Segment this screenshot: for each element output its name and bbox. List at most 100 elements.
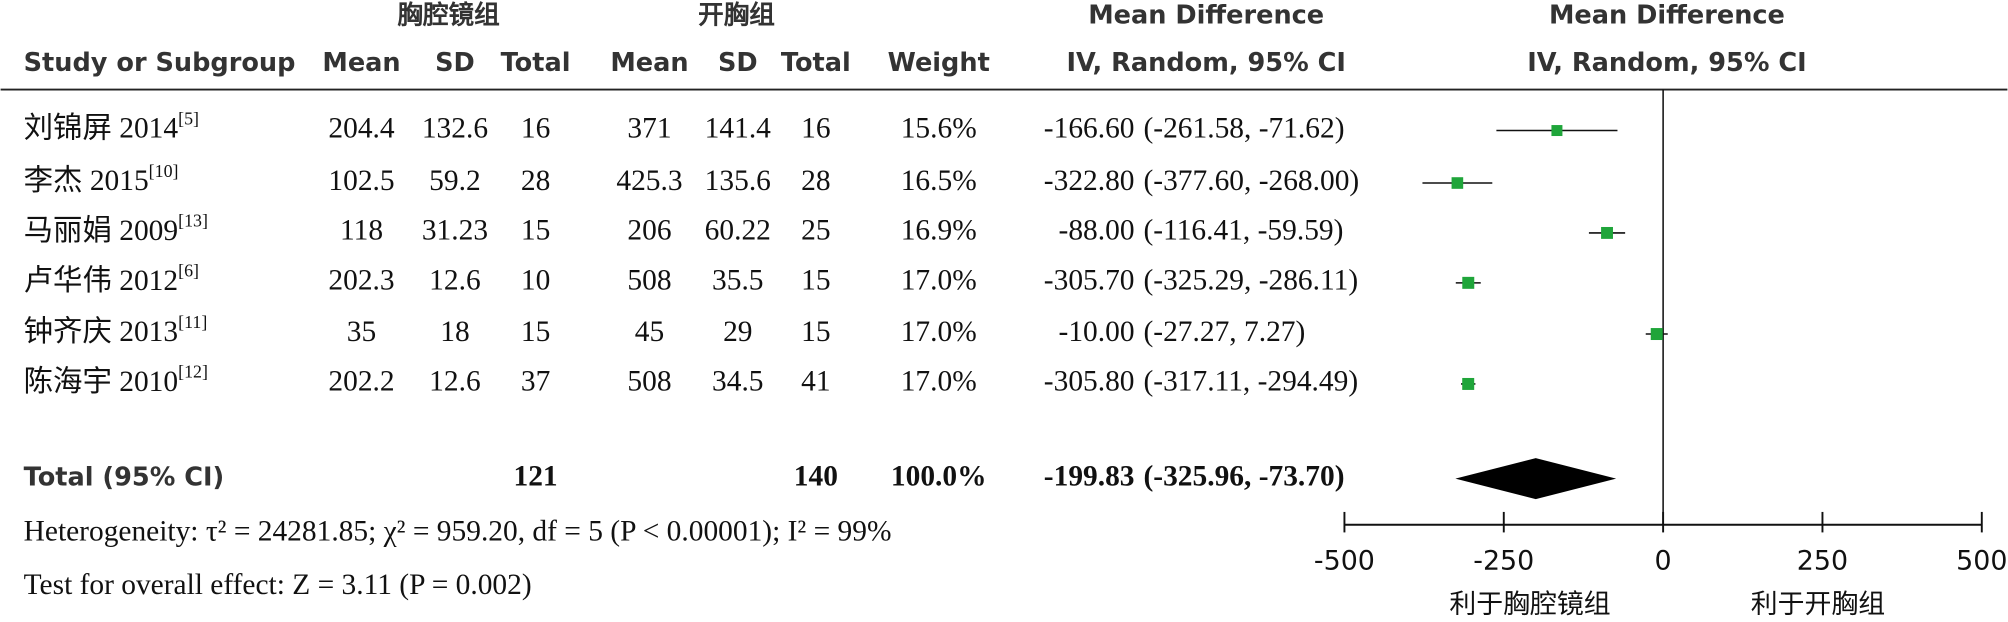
cell: 16 <box>521 112 550 144</box>
x-tick-label: 250 <box>1797 545 1848 576</box>
total-cell: 100.0% <box>891 460 987 492</box>
cell: 35.5 <box>712 265 764 297</box>
ci-label: (-317.11, -294.49) <box>1144 366 1359 398</box>
cell: 16.5% <box>901 165 977 197</box>
cell: 132.6 <box>422 112 488 144</box>
heterogeneity: Heterogeneity: τ² = 24281.85; χ² = 959.2… <box>24 515 892 547</box>
cell: 118 <box>340 215 383 247</box>
study-name: 卢华伟 2012 <box>24 264 178 297</box>
cell: 202.2 <box>328 366 394 398</box>
column-header: Mean <box>322 48 400 78</box>
effect-square <box>1451 177 1464 189</box>
cell: 508 <box>627 265 671 297</box>
column-header: Study or Subgroup <box>24 48 296 78</box>
effect-square <box>1551 125 1563 137</box>
cell: 202.3 <box>328 265 394 297</box>
total-ci-label: (-325.96, -73.70) <box>1144 460 1345 492</box>
group-header: Mean Difference <box>1088 1 1324 31</box>
cell: 17.0% <box>901 316 977 348</box>
study-label: 钟齐庆 2013[11] <box>24 312 208 348</box>
cell: 15 <box>521 316 550 348</box>
cell: 16.9% <box>901 215 977 247</box>
x-axis-label: 利于胸腔镜组 <box>1449 589 1610 620</box>
cell: 60.22 <box>705 215 771 247</box>
md-label: -322.80 <box>1044 165 1135 197</box>
md-label: -305.70 <box>1044 265 1135 297</box>
study-ref: [5] <box>178 108 199 128</box>
total-md-label: -199.83 <box>1044 460 1135 492</box>
overall-effect: Test for overall effect: Z = 3.11 (P = 0… <box>24 569 532 601</box>
cell: 28 <box>521 165 550 197</box>
column-header: IV, Random, 95% CI <box>1067 48 1346 78</box>
cell: 35 <box>347 316 376 348</box>
x-tick-label: -250 <box>1473 545 1534 576</box>
study-label: 卢华伟 2012[6] <box>24 261 199 297</box>
cell: 135.6 <box>705 165 771 197</box>
x-tick-label: 500 <box>1956 545 2007 576</box>
cell: 25 <box>801 215 830 247</box>
cell: 15.6% <box>901 112 977 144</box>
study-name: 李杰 2015 <box>24 164 149 197</box>
study-name: 陈海宇 2010 <box>24 365 178 398</box>
total-cell: 140 <box>794 460 838 492</box>
ci-label: (-261.58, -71.62) <box>1144 112 1345 144</box>
group-header: 开胸组 <box>698 0 775 31</box>
cell: 12.6 <box>429 265 481 297</box>
cell: 59.2 <box>429 165 481 197</box>
cell: 45 <box>635 316 664 348</box>
study-name: 刘锦屏 2014 <box>24 111 179 144</box>
cell: 15 <box>521 215 550 247</box>
study-ref: [6] <box>178 261 199 281</box>
cell: 31.23 <box>422 215 488 247</box>
cell: 508 <box>627 366 671 398</box>
cell: 18 <box>440 316 469 348</box>
study-label: 陈海宇 2010[12] <box>24 362 208 398</box>
cell: 425.3 <box>616 165 682 197</box>
study-ref: [11] <box>178 312 207 332</box>
column-header: SD <box>435 48 475 78</box>
total-cell: 121 <box>514 460 558 492</box>
x-tick-label: -500 <box>1314 545 1375 576</box>
x-tick-label: 0 <box>1655 545 1672 576</box>
cell: 15 <box>801 265 830 297</box>
cell: 37 <box>521 366 550 398</box>
study-name: 马丽娟 2009 <box>24 214 178 247</box>
effect-square <box>1462 377 1475 390</box>
cell: 29 <box>723 316 752 348</box>
md-label: -10.00 <box>1059 316 1135 348</box>
cell: 15 <box>801 316 830 348</box>
cell: 17.0% <box>901 366 977 398</box>
cell: 17.0% <box>901 265 977 297</box>
column-header: Total <box>781 48 851 78</box>
cell: 141.4 <box>705 112 771 144</box>
ci-label: (-377.60, -268.00) <box>1144 165 1360 197</box>
total-diamond <box>1455 458 1617 500</box>
cell: 102.5 <box>328 165 394 197</box>
cell: 10 <box>521 265 550 297</box>
md-label: -166.60 <box>1044 112 1135 144</box>
column-header: Total <box>501 48 571 78</box>
ci-label: (-27.27, 7.27) <box>1144 316 1306 348</box>
cell: 206 <box>627 215 671 247</box>
study-name: 钟齐庆 2013 <box>24 315 178 348</box>
column-header: SD <box>718 48 758 78</box>
column-header: Mean <box>610 48 688 78</box>
study-label: 马丽娟 2009[13] <box>24 211 208 247</box>
study-ref: [10] <box>149 161 179 181</box>
effect-square <box>1462 276 1475 289</box>
study-label: 李杰 2015[10] <box>24 161 179 197</box>
cell: 371 <box>627 112 671 144</box>
group-header: 胸腔镜组 <box>397 0 499 31</box>
ci-label: (-325.29, -286.11) <box>1144 265 1359 297</box>
x-axis-label: 利于开胸组 <box>1751 589 1885 620</box>
cell: 34.5 <box>712 366 764 398</box>
md-label: -88.00 <box>1059 215 1135 247</box>
ci-label: (-116.41, -59.59) <box>1144 215 1344 247</box>
group-header: Mean Difference <box>1549 1 1785 31</box>
cell: 204.4 <box>328 112 394 144</box>
column-header: IV, Random, 95% CI <box>1527 48 1806 78</box>
cell: 28 <box>801 165 830 197</box>
effect-square <box>1650 328 1663 341</box>
md-label: -305.80 <box>1044 366 1135 398</box>
